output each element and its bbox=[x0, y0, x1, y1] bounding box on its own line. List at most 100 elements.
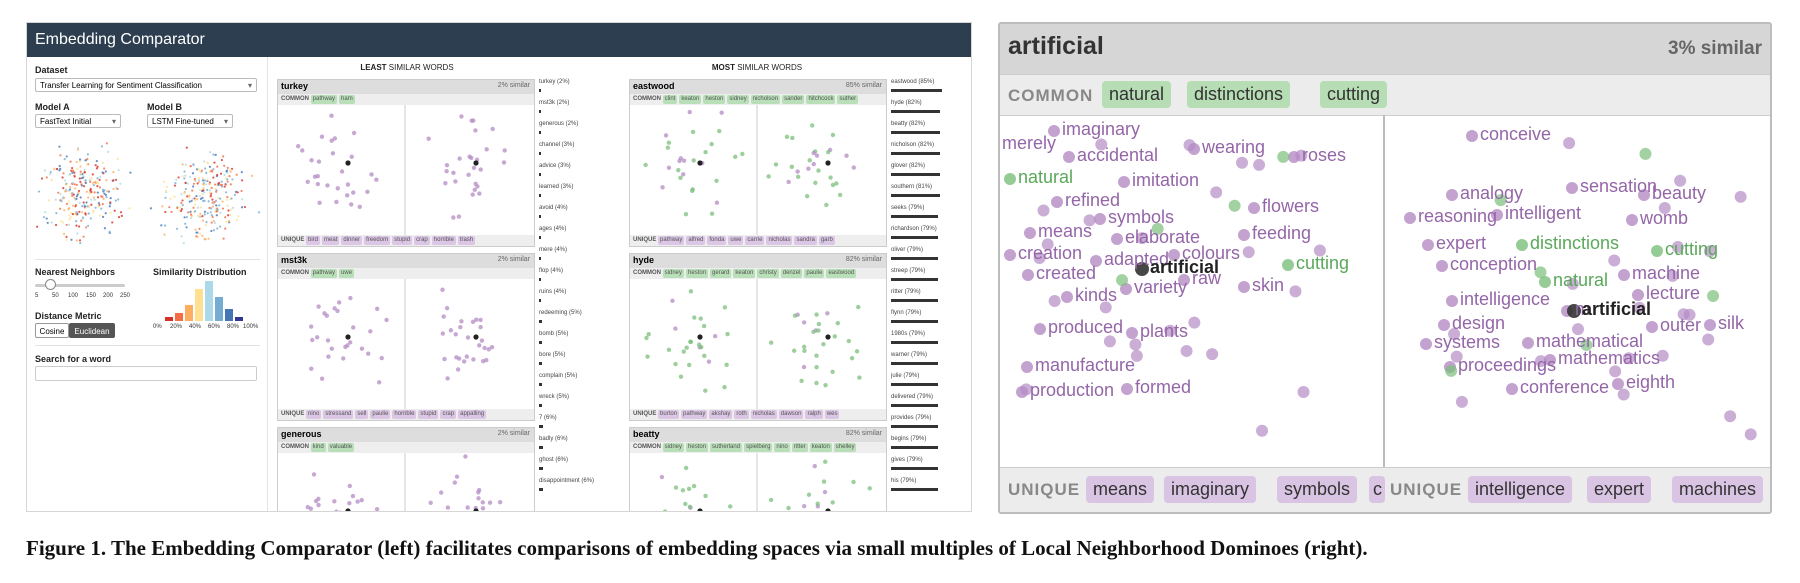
unique-word-chip-a[interactable]: symbols bbox=[1277, 476, 1358, 503]
neighbor-word[interactable]: distinctions bbox=[1530, 233, 1620, 253]
neighbor-word[interactable]: natural bbox=[1018, 167, 1074, 187]
panel-unique-chip[interactable]: horrible bbox=[431, 236, 456, 245]
panel-common-chip[interactable]: heston bbox=[686, 269, 709, 278]
neighbor-word[interactable]: manufacture bbox=[1035, 355, 1136, 375]
panel-unique-chip[interactable]: crap bbox=[440, 410, 457, 419]
similar-word-label[interactable]: warner (79%) bbox=[891, 352, 928, 358]
similar-word-label[interactable]: oliver (79%) bbox=[891, 247, 924, 253]
nearest-neighbors-slider[interactable] bbox=[35, 284, 125, 287]
neighborhood-panel[interactable]: hyde 82% similar COMMON sidney heston gerard… bbox=[629, 253, 887, 421]
similar-word-label[interactable]: southern (81%) bbox=[891, 184, 933, 190]
neighbor-word[interactable]: silk bbox=[1718, 313, 1744, 333]
dataset-select[interactable]: Transfer Learning for Sentiment Classifi… bbox=[35, 78, 257, 93]
neighbor-word[interactable]: systems bbox=[1434, 332, 1501, 352]
unique-word-chip-b[interactable]: machines bbox=[1672, 476, 1764, 503]
panel-common-chip[interactable]: ritter bbox=[791, 443, 808, 452]
similar-word-label[interactable]: wreck (5%) bbox=[539, 394, 570, 400]
neighbor-word[interactable]: outer bbox=[1660, 315, 1702, 335]
panel-common-chip[interactable]: clint bbox=[662, 95, 678, 104]
panel-unique-chip[interactable]: appalling bbox=[458, 410, 487, 419]
similar-word-label[interactable]: glover (82%) bbox=[891, 163, 926, 169]
neighbor-word[interactable]: wearing bbox=[1202, 137, 1266, 157]
panel-unique-chip[interactable]: freedom bbox=[364, 236, 391, 245]
similar-word-label[interactable]: his (79%) bbox=[891, 478, 917, 484]
neighbor-word[interactable]: imaginary bbox=[1062, 119, 1141, 139]
panel-common-chip[interactable]: shelley bbox=[833, 443, 857, 452]
similar-word-label[interactable]: advice (3%) bbox=[539, 163, 571, 169]
neighbor-word[interactable]: eighth bbox=[1626, 372, 1676, 392]
panel-common-chip[interactable]: eastwood bbox=[826, 269, 857, 278]
similar-word-label[interactable]: generous (2%) bbox=[539, 121, 579, 127]
similar-word-label[interactable]: mst3k (2%) bbox=[539, 100, 570, 106]
similar-word-label[interactable]: ghost (6%) bbox=[539, 457, 569, 463]
similar-word-label[interactable]: ages (4%) bbox=[539, 226, 567, 232]
panel-unique-chip[interactable]: stupid bbox=[392, 236, 413, 245]
panel-unique-chip[interactable]: burton bbox=[658, 410, 680, 419]
similar-word-label[interactable]: avoid (4%) bbox=[539, 205, 568, 211]
neighbor-word[interactable]: reasoning bbox=[1418, 206, 1498, 226]
neighbor-word[interactable]: formed bbox=[1135, 377, 1192, 397]
similar-word-label[interactable]: delivered (79%) bbox=[891, 394, 934, 400]
neighbor-word[interactable]: roses bbox=[1302, 145, 1347, 165]
panel-unique-chip[interactable]: sell bbox=[355, 410, 369, 419]
similar-word-label[interactable]: flop (4%) bbox=[539, 268, 564, 274]
panel-common-chip[interactable]: sidney bbox=[662, 269, 685, 278]
panel-common-chip[interactable]: heston bbox=[703, 95, 726, 104]
neighbor-word[interactable]: skin bbox=[1252, 275, 1285, 295]
panel-common-chip[interactable]: sander bbox=[782, 95, 805, 104]
neighbor-word[interactable]: conception bbox=[1450, 254, 1538, 274]
neighborhood-panel[interactable]: beatty 82% similar COMMON sidney heston suth… bbox=[629, 427, 887, 511]
panel-unique-chip[interactable]: wes bbox=[824, 410, 840, 419]
neighbor-word[interactable]: plants bbox=[1140, 321, 1189, 341]
panel-common-chip[interactable]: gerard bbox=[710, 269, 732, 278]
panel-unique-chip[interactable]: trash bbox=[457, 236, 476, 245]
neighbor-word[interactable]: symbols bbox=[1108, 207, 1175, 227]
euclidean-button[interactable]: Euclidean bbox=[69, 323, 115, 338]
similar-word-label[interactable]: badly (6%) bbox=[539, 436, 568, 442]
neighbor-word[interactable]: produced bbox=[1048, 317, 1124, 337]
neighbor-word[interactable]: womb bbox=[1640, 208, 1689, 228]
panel-unique-chip[interactable]: stupid bbox=[418, 410, 439, 419]
search-input[interactable] bbox=[35, 366, 257, 381]
panel-unique-chip[interactable]: ralph bbox=[805, 410, 823, 419]
panel-common-chip[interactable]: nicholson bbox=[750, 95, 781, 104]
neighbor-word[interactable]: mathematics bbox=[1558, 348, 1661, 368]
similar-word-label[interactable]: streep (79%) bbox=[891, 268, 926, 274]
unique-word-chip-a[interactable]: c bbox=[1369, 476, 1385, 503]
similar-word-label[interactable]: provides (79%) bbox=[891, 415, 932, 421]
neighbor-word[interactable]: proceedings bbox=[1458, 355, 1557, 375]
neighbor-word[interactable]: intelligence bbox=[1460, 289, 1551, 309]
similar-word-label[interactable]: richardson (79%) bbox=[891, 226, 937, 232]
similar-word-label[interactable]: mere (4%) bbox=[539, 247, 568, 253]
neighbor-word[interactable]: sensation bbox=[1580, 176, 1658, 196]
neighbor-word[interactable]: merely bbox=[1002, 133, 1057, 153]
neighbor-word[interactable]: conference bbox=[1520, 377, 1610, 397]
neighbor-word[interactable]: creation bbox=[1018, 243, 1083, 263]
panel-common-chip[interactable]: nino bbox=[774, 443, 790, 452]
panel-common-chip[interactable]: kind bbox=[310, 443, 326, 452]
panel-unique-chip[interactable]: horrible bbox=[392, 410, 417, 419]
panel-unique-chip[interactable]: akshay bbox=[709, 410, 733, 419]
cosine-button[interactable]: Cosine bbox=[35, 323, 69, 338]
panel-unique-chip[interactable]: dinner bbox=[341, 236, 363, 245]
similar-word-label[interactable]: nicholson (82%) bbox=[891, 142, 935, 148]
neighbor-word[interactable]: m bbox=[1575, 299, 1590, 319]
panel-common-chip[interactable]: paulie bbox=[804, 269, 825, 278]
similar-word-label[interactable]: seeks (79%) bbox=[891, 205, 925, 211]
similar-word-label[interactable]: 7 (6%) bbox=[539, 415, 557, 421]
similar-word-label[interactable]: gives (79%) bbox=[891, 457, 923, 463]
panel-unique-chip[interactable]: crap bbox=[414, 236, 430, 245]
panel-unique-chip[interactable]: nicholas bbox=[750, 410, 777, 419]
neighbor-word[interactable]: accidental bbox=[1077, 145, 1159, 165]
similar-word-label[interactable]: hyde (82%) bbox=[891, 100, 922, 106]
neighbor-word[interactable]: artificial bbox=[1150, 257, 1220, 277]
neighbor-word[interactable]: artificial bbox=[1582, 299, 1652, 319]
model-b-select[interactable]: LSTM Fine-tuned bbox=[147, 114, 233, 129]
neighbor-word[interactable]: beauty bbox=[1652, 183, 1707, 203]
panel-unique-chip[interactable]: fonda bbox=[707, 236, 727, 245]
neighborhood-panel[interactable]: mst3k 2% similar COMMON pathway uwe UNIQUE n… bbox=[277, 253, 535, 421]
neighbor-word[interactable]: feeding bbox=[1252, 223, 1312, 243]
panel-common-chip[interactable]: keaton bbox=[679, 95, 702, 104]
panel-common-chip[interactable]: keaton bbox=[809, 443, 832, 452]
neighbor-word[interactable]: cutting bbox=[1296, 253, 1350, 273]
